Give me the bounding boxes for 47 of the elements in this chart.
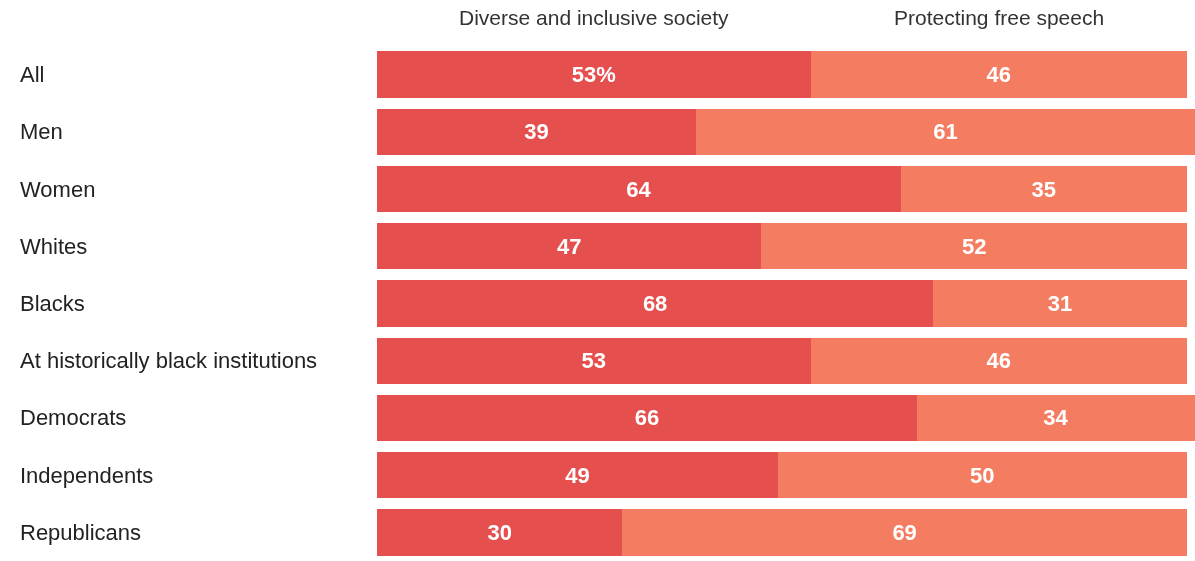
data-label: 30 [487, 519, 512, 545]
bar [377, 451, 778, 499]
data-label: 34 [1043, 405, 1069, 431]
series-label: Protecting free speech [894, 6, 1105, 29]
data-label: 53 [581, 348, 607, 374]
y-tick-label: Women [20, 177, 96, 202]
data-label: 64 [626, 176, 652, 202]
y-tick-label: Blacks [20, 291, 85, 316]
bar [761, 223, 1187, 270]
bar [900, 165, 1187, 213]
bar [377, 394, 917, 442]
bar [933, 280, 1187, 327]
bar [377, 108, 697, 156]
bar [377, 165, 901, 213]
bar [377, 280, 934, 327]
bar [810, 337, 1187, 384]
bar [377, 223, 762, 270]
bar [622, 509, 1187, 556]
data-label: 47 [556, 233, 582, 259]
data-label: 46 [986, 62, 1011, 88]
bar [696, 108, 1195, 156]
data-label: 68 [642, 291, 668, 316]
data-label: 35 [1031, 176, 1056, 202]
data-label: 61 [933, 119, 958, 145]
y-tick-label: At historically black institutions [20, 348, 318, 373]
y-tick-label: All [20, 62, 45, 87]
bar [377, 509, 623, 556]
bar [810, 51, 1187, 98]
y-tick-label: Democrats [20, 405, 127, 430]
bar [377, 337, 811, 384]
bar [377, 51, 811, 98]
y-tick-label: Men [20, 119, 63, 144]
data-label: 50 [970, 462, 995, 488]
data-label: 31 [1047, 291, 1073, 316]
y-tick-label: Republicans [20, 520, 142, 545]
data-label: 46 [986, 348, 1011, 374]
data-label: 66 [634, 405, 660, 431]
y-tick-label: Independents [20, 463, 154, 488]
data-label: 53% [571, 62, 616, 88]
bar [777, 451, 1187, 499]
bar [916, 394, 1195, 442]
y-tick-label: Whites [20, 234, 88, 259]
data-label: 69 [892, 519, 917, 545]
series-label: Diverse and inclusive society [459, 6, 730, 29]
data-label: 49 [565, 462, 590, 488]
data-label: 39 [524, 119, 549, 145]
data-label: 52 [961, 233, 987, 259]
